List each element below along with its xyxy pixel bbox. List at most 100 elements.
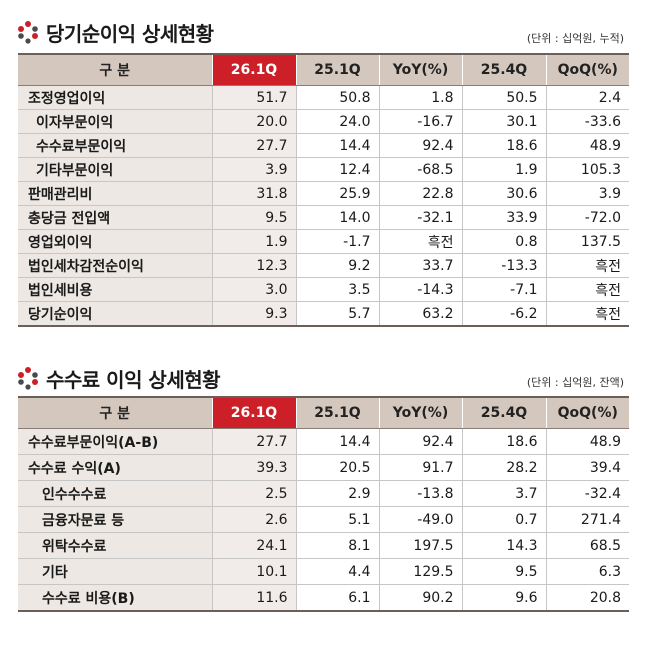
- table-cell: 271.4: [545, 506, 629, 533]
- table-cell: 2.4: [545, 85, 629, 110]
- table-cell: 137.5: [545, 229, 629, 254]
- table-cell: 1.9: [211, 229, 296, 254]
- table-row: 수수료부문이익(A-B) 27.7 14.4 92.4 18.6 48.9: [18, 428, 629, 455]
- table-cell: 14.0: [295, 205, 379, 230]
- table-row: 이자부문이익 20.0 24.0 -16.7 30.1 -33.6: [18, 109, 629, 134]
- table-cell: 50.8: [295, 85, 379, 110]
- table-cell: 197.5: [378, 532, 462, 559]
- fee-income-header-row: 구 분 26.1Q 25.1Q YoY(%) 25.4Q QoQ(%): [18, 396, 629, 429]
- table-cell: 33.9: [461, 205, 546, 230]
- net-income-title-row: 당기순이익 상세현황 (단위 : 십억원, 누적): [0, 14, 650, 54]
- table-cell: 14.4: [295, 133, 379, 158]
- table-cell: 6.1: [295, 584, 379, 612]
- table-cell: 0.7: [461, 506, 546, 533]
- company-logo-icon: [18, 21, 38, 44]
- table-row: 인수수수료 2.5 2.9 -13.8 3.7 -32.4: [18, 480, 629, 507]
- column-header: YoY(%): [378, 53, 462, 86]
- net-income-title: 당기순이익 상세현황: [46, 22, 214, 46]
- table-cell: 27.7: [211, 428, 296, 455]
- fee-income-table: 구 분 26.1Q 25.1Q YoY(%) 25.4Q QoQ(%) 수수료부문이익(A…: [18, 396, 629, 612]
- table-cell: -13.3: [461, 253, 546, 278]
- column-header: 25.4Q: [461, 53, 546, 86]
- table-cell: 105.3: [545, 157, 629, 182]
- table-cell: 3.9: [211, 157, 296, 182]
- table-cell: 25.9: [295, 181, 379, 206]
- table-row: 기타부문이익 3.9 12.4 -68.5 1.9 105.3: [18, 157, 629, 182]
- table-cell: 48.9: [545, 428, 629, 455]
- table-cell: 18.6: [461, 133, 546, 158]
- table-row: 당기순이익 9.3 5.7 63.2 -6.2 흑전: [18, 301, 629, 327]
- table-cell: -14.3: [378, 277, 462, 302]
- table-cell: -1.7: [295, 229, 379, 254]
- table-cell: -7.1: [461, 277, 546, 302]
- table-cell: 27.7: [211, 133, 296, 158]
- table-row: 법인세차감전순이익 12.3 9.2 33.7 -13.3 흑전: [18, 253, 629, 278]
- table-cell: 5.1: [295, 506, 379, 533]
- table-cell: -32.4: [545, 480, 629, 507]
- table-cell: -33.6: [545, 109, 629, 134]
- table-cell: -6.2: [461, 301, 546, 327]
- row-label: 판매관리비: [18, 181, 212, 206]
- column-header: 26.1Q: [211, 396, 296, 429]
- table-cell: -72.0: [545, 205, 629, 230]
- table-cell: 14.3: [461, 532, 546, 559]
- table-cell: 9.6: [461, 584, 546, 612]
- table-cell: 2.6: [211, 506, 296, 533]
- table-cell: 18.6: [461, 428, 546, 455]
- row-label: 법인세차감전순이익: [18, 253, 212, 278]
- table-cell: 28.2: [461, 454, 546, 481]
- row-label: 금융자문료 등: [18, 506, 212, 533]
- fee-income-unit: (단위 : 십억원, 잔액): [526, 376, 624, 389]
- table-cell: 39.3: [211, 454, 296, 481]
- table-cell: 129.5: [378, 558, 462, 585]
- table-cell: 50.5: [461, 85, 546, 110]
- table-cell: 20.5: [295, 454, 379, 481]
- table-cell: 22.8: [378, 181, 462, 206]
- row-label: 법인세비용: [18, 277, 212, 302]
- table-cell: 68.5: [545, 532, 629, 559]
- table-cell: 14.4: [295, 428, 379, 455]
- table-cell: 12.4: [295, 157, 379, 182]
- table-cell: 2.5: [211, 480, 296, 507]
- table-cell: 39.4: [545, 454, 629, 481]
- table-cell: -13.8: [378, 480, 462, 507]
- table-cell: 30.1: [461, 109, 546, 134]
- row-label: 위탁수수료: [18, 532, 212, 559]
- column-header: YoY(%): [378, 396, 462, 429]
- table-cell: 48.9: [545, 133, 629, 158]
- table-cell: 24.0: [295, 109, 379, 134]
- row-label: 수수료 비용(B): [18, 584, 212, 612]
- table-cell: 9.2: [295, 253, 379, 278]
- table-cell: 8.1: [295, 532, 379, 559]
- row-label: 영업외이익: [18, 229, 212, 254]
- table-cell: 31.8: [211, 181, 296, 206]
- table-cell: 20.0: [211, 109, 296, 134]
- table-cell: 33.7: [378, 253, 462, 278]
- table-cell: 9.5: [211, 205, 296, 230]
- table-row: 금융자문료 등 2.6 5.1 -49.0 0.7 271.4: [18, 506, 629, 533]
- fee-income-section: 수수료 이익 상세현황 (단위 : 십억원, 잔액) 구 분 26.1Q 25.1Q…: [0, 360, 650, 612]
- table-row: 판매관리비 31.8 25.9 22.8 30.6 3.9: [18, 181, 629, 206]
- row-label: 충당금 전입액: [18, 205, 212, 230]
- table-cell: 10.1: [211, 558, 296, 585]
- column-header: 25.1Q: [295, 53, 379, 86]
- table-cell: 9.5: [461, 558, 546, 585]
- table-cell: 30.6: [461, 181, 546, 206]
- table-cell: 1.8: [378, 85, 462, 110]
- net-income-unit: (단위 : 십억원, 누적): [526, 32, 624, 45]
- column-header: 25.1Q: [295, 396, 379, 429]
- column-header: QoQ(%): [545, 53, 629, 86]
- table-cell: 흑전: [545, 277, 629, 302]
- table-cell: 92.4: [378, 133, 462, 158]
- net-income-table: 구 분 26.1Q 25.1Q YoY(%) 25.4Q QoQ(%) 조정영업이익 51.…: [18, 53, 629, 327]
- table-cell: 24.1: [211, 532, 296, 559]
- table-cell: -16.7: [378, 109, 462, 134]
- row-label: 기타: [18, 558, 212, 585]
- table-cell: 3.7: [461, 480, 546, 507]
- row-label: 인수수수료: [18, 480, 212, 507]
- table-row: 위탁수수료 24.1 8.1 197.5 14.3 68.5: [18, 532, 629, 559]
- table-cell: -49.0: [378, 506, 462, 533]
- table-row: 수수료부문이익 27.7 14.4 92.4 18.6 48.9: [18, 133, 629, 158]
- row-label: 수수료부문이익(A-B): [18, 428, 212, 455]
- table-cell: 51.7: [211, 85, 296, 110]
